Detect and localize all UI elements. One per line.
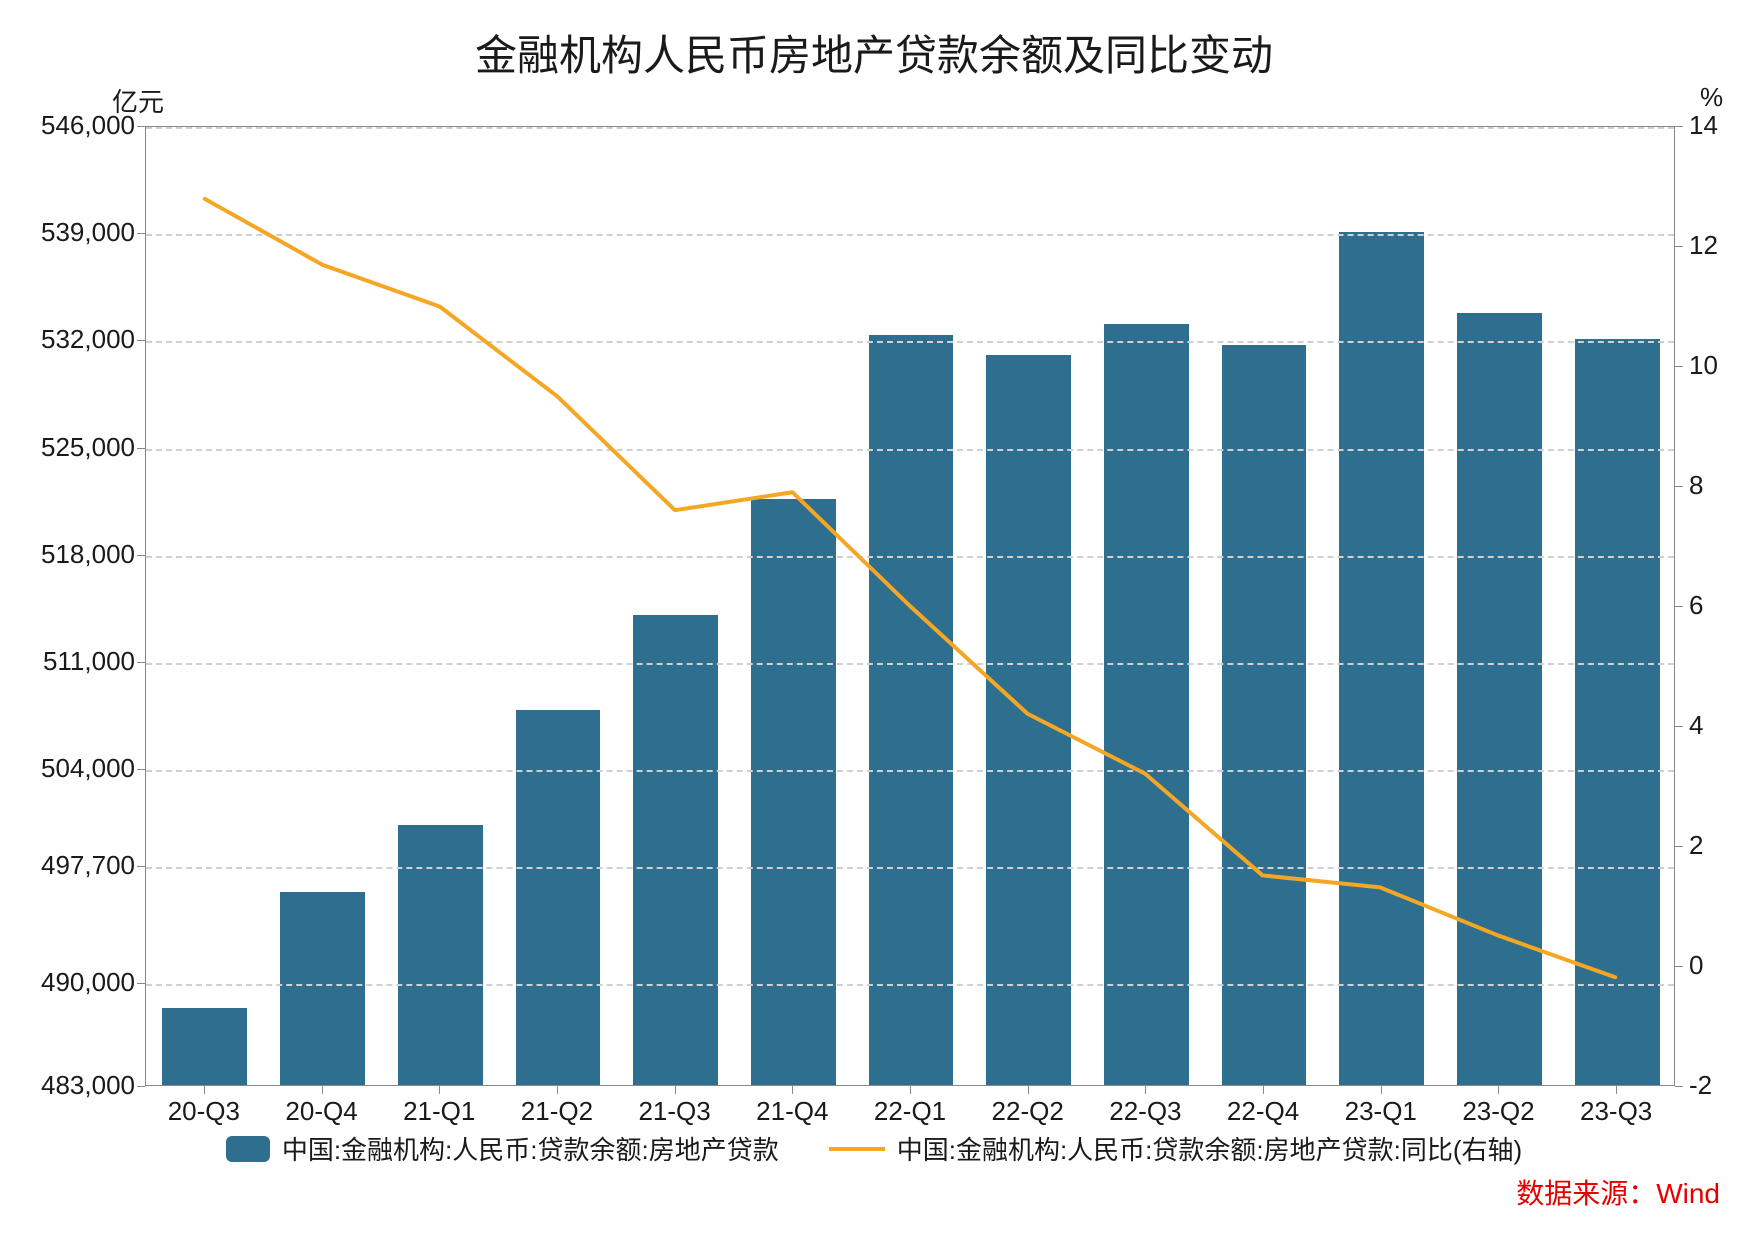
x-tick-label: 20-Q3 xyxy=(168,1096,240,1127)
y-left-tick xyxy=(137,555,145,556)
y-left-tick-label: 483,000 xyxy=(25,1070,135,1101)
x-tick xyxy=(1028,1086,1029,1094)
y-right-tick xyxy=(1675,726,1683,727)
y-right-tick-label: 4 xyxy=(1689,710,1703,741)
y-right-tick xyxy=(1675,1086,1683,1087)
line-series-svg xyxy=(146,127,1674,1085)
y-left-tick xyxy=(137,866,145,867)
x-tick xyxy=(792,1086,793,1094)
y-left-tick xyxy=(137,1086,145,1087)
y-left-tick xyxy=(137,233,145,234)
legend-item-bar: 中国:金融机构:人民币:贷款余额:房地产贷款 xyxy=(226,1130,779,1167)
legend-bar-swatch xyxy=(226,1136,270,1162)
y-left-tick xyxy=(137,126,145,127)
y-right-tick-label: 8 xyxy=(1689,470,1703,501)
x-tick xyxy=(1263,1086,1264,1094)
y-right-tick-label: 12 xyxy=(1689,230,1718,261)
y-left-tick-label: 497,700 xyxy=(25,850,135,881)
y-right-tick-label: -2 xyxy=(1689,1070,1712,1101)
legend-line-swatch xyxy=(829,1147,885,1151)
x-tick xyxy=(322,1086,323,1094)
chart-container: 金融机构人民币房地产贷款余额及同比变动 亿元 % 中国:金融机构:人民币:贷款余… xyxy=(0,0,1748,1237)
y-left-tick-label: 525,000 xyxy=(25,432,135,463)
y-right-tick-label: 0 xyxy=(1689,950,1703,981)
y-right-tick xyxy=(1675,966,1683,967)
y-right-tick-label: 2 xyxy=(1689,830,1703,861)
y-left-tick-label: 504,000 xyxy=(25,753,135,784)
x-tick-label: 20-Q4 xyxy=(285,1096,357,1127)
y-left-tick-label: 539,000 xyxy=(25,217,135,248)
x-tick-label: 22-Q3 xyxy=(1109,1096,1181,1127)
x-tick-label: 23-Q2 xyxy=(1462,1096,1534,1127)
x-tick xyxy=(1145,1086,1146,1094)
line-series xyxy=(205,199,1615,977)
x-tick xyxy=(1381,1086,1382,1094)
legend: 中国:金融机构:人民币:贷款余额:房地产贷款 中国:金融机构:人民币:贷款余额:… xyxy=(0,1130,1748,1167)
x-tick xyxy=(439,1086,440,1094)
y-left-tick xyxy=(137,448,145,449)
x-tick-label: 21-Q1 xyxy=(403,1096,475,1127)
legend-line-label: 中国:金融机构:人民币:贷款余额:房地产贷款:同比(右轴) xyxy=(897,1130,1522,1167)
y-left-tick-label: 490,000 xyxy=(25,967,135,998)
y-left-tick xyxy=(137,769,145,770)
y-right-tick xyxy=(1675,246,1683,247)
x-tick-label: 22-Q2 xyxy=(992,1096,1064,1127)
y-left-tick-label: 546,000 xyxy=(25,110,135,141)
y-right-tick-label: 14 xyxy=(1689,110,1718,141)
x-tick-label: 23-Q1 xyxy=(1345,1096,1417,1127)
legend-bar-label: 中国:金融机构:人民币:贷款余额:房地产贷款 xyxy=(282,1130,779,1167)
unit-right-label: % xyxy=(1700,82,1723,113)
x-tick xyxy=(1616,1086,1617,1094)
y-right-tick xyxy=(1675,846,1683,847)
x-tick xyxy=(675,1086,676,1094)
x-tick-label: 23-Q3 xyxy=(1580,1096,1652,1127)
legend-item-line: 中国:金融机构:人民币:贷款余额:房地产贷款:同比(右轴) xyxy=(829,1130,1522,1167)
y-right-tick-label: 6 xyxy=(1689,590,1703,621)
y-right-tick xyxy=(1675,486,1683,487)
x-tick xyxy=(1498,1086,1499,1094)
x-tick-label: 22-Q4 xyxy=(1227,1096,1299,1127)
y-left-tick-label: 511,000 xyxy=(25,646,135,677)
y-right-tick xyxy=(1675,126,1683,127)
chart-title: 金融机构人民币房地产贷款余额及同比变动 xyxy=(0,22,1748,83)
x-tick-label: 22-Q1 xyxy=(874,1096,946,1127)
y-right-tick xyxy=(1675,366,1683,367)
y-left-tick xyxy=(137,983,145,984)
y-left-tick xyxy=(137,662,145,663)
x-tick xyxy=(204,1086,205,1094)
y-left-tick xyxy=(137,340,145,341)
data-source-label: 数据来源：Wind xyxy=(1516,1172,1720,1212)
x-tick-label: 21-Q4 xyxy=(756,1096,828,1127)
x-tick-label: 21-Q3 xyxy=(638,1096,710,1127)
x-tick xyxy=(557,1086,558,1094)
y-right-tick-label: 10 xyxy=(1689,350,1718,381)
y-left-tick-label: 518,000 xyxy=(25,539,135,570)
y-left-tick-label: 532,000 xyxy=(25,324,135,355)
x-tick xyxy=(910,1086,911,1094)
y-right-tick xyxy=(1675,606,1683,607)
x-tick-label: 21-Q2 xyxy=(521,1096,593,1127)
plot-area xyxy=(145,126,1675,1086)
